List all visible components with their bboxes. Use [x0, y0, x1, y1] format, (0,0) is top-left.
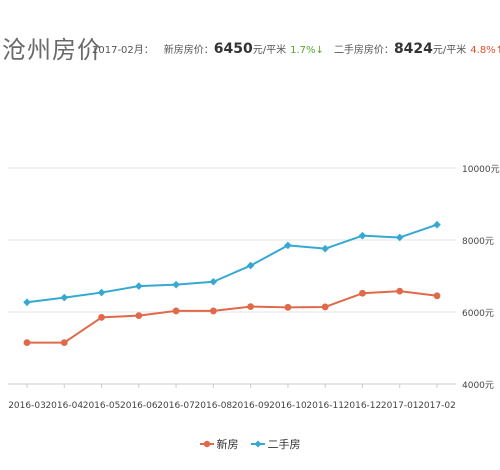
series-line-second — [26, 223, 438, 304]
data-point-new — [135, 312, 143, 319]
second-series-marker-icon — [250, 440, 265, 448]
x-tick-label: 2016-05 — [83, 401, 121, 411]
x-tick-label: 2016-11 — [306, 401, 344, 411]
x-tick-label: 2016-04 — [45, 401, 83, 411]
data-point-new — [396, 287, 404, 295]
data-point-second — [60, 293, 69, 302]
new-price-change: 1.7%↓ — [290, 45, 324, 56]
data-point-second — [284, 241, 292, 250]
x-tick-label: 2016-09 — [232, 401, 270, 411]
data-point-second — [23, 298, 31, 307]
data-point-new — [209, 307, 217, 315]
data-point-second — [135, 282, 143, 290]
x-tick-label: 2016-12 — [344, 401, 382, 411]
data-point-new — [60, 339, 68, 346]
data-point-second — [97, 288, 106, 297]
data-point-second — [321, 244, 329, 253]
new-price-label: 新房房价： — [163, 45, 214, 56]
x-tick-label: 2016-03 — [8, 401, 46, 411]
chart-legend: 新房 二手房 — [0, 436, 500, 452]
second-price-label: 二手房房价： — [333, 45, 394, 56]
x-tick-label: 2017-01 — [381, 401, 419, 411]
data-point-new — [433, 292, 441, 300]
data-point-second — [209, 277, 218, 286]
data-point-new — [284, 303, 292, 311]
data-point-new — [321, 303, 329, 311]
data-point-new — [247, 303, 255, 310]
new-series-marker-icon — [199, 440, 214, 448]
series-line-new — [27, 290, 438, 344]
legend-label-second: 二手房 — [267, 438, 301, 451]
price-summary: 2017-02月： 新房房价： 6450 元/平米 1.7%↓ 二手房房价： 8… — [92, 41, 500, 57]
month-label: 2017-02月： — [92, 45, 154, 56]
page-title: 沧州房价 — [2, 36, 102, 64]
legend-item-new[interactable]: 新房 — [199, 436, 239, 452]
data-point-new — [23, 339, 31, 346]
data-point-new — [359, 289, 366, 297]
second-price-unit: 元/平米 — [432, 45, 467, 56]
x-tick-label: 2016-10 — [269, 401, 307, 411]
data-point-second — [358, 231, 367, 240]
legend-label-new: 新房 — [216, 438, 239, 451]
data-point-new — [98, 314, 105, 321]
new-price-unit: 元/平米 — [252, 45, 287, 56]
legend-item-second[interactable]: 二手房 — [250, 436, 301, 452]
new-price-value: 6450 — [213, 41, 253, 57]
second-price-change: 4.8%↑ — [470, 45, 500, 56]
second-price-value: 8424 — [393, 41, 433, 57]
data-point-second — [246, 261, 255, 270]
x-tick-label: 2016-08 — [195, 401, 233, 411]
x-tick-label: 2017-02 — [418, 401, 456, 411]
y-tick-label: 4000元 — [462, 381, 494, 391]
data-point-second — [172, 280, 180, 289]
y-tick-label: 8000元 — [462, 237, 494, 247]
x-tick-label: 2016-06 — [120, 401, 158, 411]
x-tick-label: 2016-07 — [157, 401, 195, 411]
data-point-second — [433, 220, 441, 229]
data-point-second — [395, 233, 404, 242]
data-point-new — [172, 307, 180, 315]
y-tick-label: 6000元 — [462, 309, 494, 319]
y-tick-label: 10000元 — [462, 165, 500, 175]
header: 沧州房价 2017-02月： 新房房价： 6450 元/平米 1.7%↓ 二手房… — [0, 0, 500, 80]
